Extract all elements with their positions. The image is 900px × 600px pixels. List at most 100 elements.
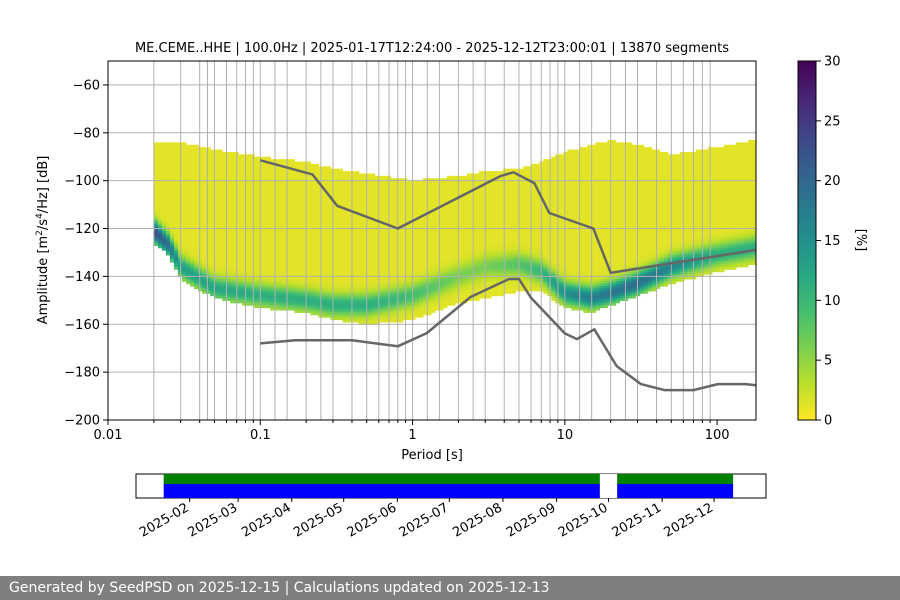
psd-density-cell <box>185 278 191 282</box>
psd-density-cell <box>426 199 432 203</box>
psd-density-cell <box>479 285 484 289</box>
psd-density-cell <box>282 250 287 254</box>
psd-density-cell <box>398 199 404 203</box>
psd-density-cell <box>302 233 307 237</box>
psd-density-cell <box>442 223 448 227</box>
psd-density-cell <box>434 247 440 251</box>
psd-density-cell <box>418 185 424 189</box>
psd-density-cell <box>398 274 404 277</box>
psd-density-cell <box>214 271 219 275</box>
psd-density-cell <box>487 175 492 179</box>
psd-density-cell <box>310 163 316 167</box>
psd-density-cell <box>394 271 400 275</box>
psd-density-cell <box>479 209 484 213</box>
psd-density-cell <box>370 250 376 254</box>
psd-density-cell <box>169 230 175 234</box>
psd-density-cell <box>390 276 396 280</box>
psd-density-cell <box>270 266 275 270</box>
psd-density-cell <box>418 283 424 287</box>
psd-density-cell <box>402 206 408 210</box>
psd-density-cell <box>338 245 344 249</box>
psd-density-cell <box>262 300 267 304</box>
psd-density-cell <box>462 252 468 256</box>
psd-density-cell <box>434 274 440 277</box>
psd-density-cell <box>270 262 275 266</box>
psd-density-cell <box>326 242 332 246</box>
psd-density-cell <box>306 288 311 292</box>
psd-density-cell <box>382 211 388 215</box>
psd-density-cell <box>334 285 340 289</box>
psd-density-cell <box>418 223 424 227</box>
psd-density-cell <box>310 180 316 184</box>
psd-density-cell <box>366 317 372 321</box>
psd-density-cell <box>214 190 219 194</box>
psd-density-cell <box>286 161 291 165</box>
psd-density-cell <box>306 223 311 227</box>
psd-density-cell <box>326 221 332 225</box>
psd-density-cell <box>161 247 167 251</box>
psd-density-cell <box>314 175 320 179</box>
psd-density-cell <box>254 262 259 266</box>
psd-density-cell <box>402 221 408 225</box>
psd-density-cell <box>426 250 432 254</box>
psd-density-cell <box>426 226 432 230</box>
psd-density-cell <box>406 230 412 234</box>
psd-density-cell <box>298 185 303 189</box>
psd-density-cell <box>230 245 235 249</box>
psd-density-cell <box>410 271 416 275</box>
psd-density-cell <box>185 214 191 218</box>
psd-density-cell <box>206 211 211 215</box>
psd-density-cell <box>454 283 460 287</box>
psd-density-cell <box>466 202 472 206</box>
psd-density-cell <box>173 247 179 251</box>
psd-density-cell <box>338 264 344 268</box>
psd-density-cell <box>222 278 227 282</box>
psd-density-cell <box>350 233 356 237</box>
psd-density-cell <box>402 209 408 213</box>
psd-density-cell <box>157 180 163 184</box>
psd-density-cell <box>290 163 295 167</box>
psd-density-cell <box>370 259 376 263</box>
psd-density-cell <box>322 180 328 184</box>
psd-density-cell <box>426 266 432 270</box>
psd-density-cell <box>262 216 267 220</box>
psd-density-cell <box>230 151 235 155</box>
psd-density-cell <box>246 226 251 230</box>
psd-density-cell <box>169 218 175 222</box>
psd-density-cell <box>250 173 255 177</box>
psd-density-cell <box>487 190 492 194</box>
psd-density-cell <box>270 300 275 304</box>
psd-density-cell <box>286 214 291 218</box>
psd-density-cell <box>310 209 316 213</box>
psd-density-cell <box>310 283 316 287</box>
psd-density-cell <box>374 228 380 232</box>
psd-density-cell <box>238 257 243 261</box>
psd-density-cell <box>266 300 271 304</box>
psd-density-cell <box>282 242 287 246</box>
psd-density-cell <box>430 204 436 208</box>
psd-density-cell <box>334 252 340 256</box>
psd-density-cell <box>326 190 332 194</box>
psd-density-cell <box>157 163 163 167</box>
psd-density-cell <box>358 240 364 244</box>
psd-density-cell <box>185 154 191 158</box>
psd-density-cell <box>250 259 255 263</box>
psd-density-cell <box>202 183 207 187</box>
psd-density-cell <box>282 293 287 297</box>
psd-density-cell <box>426 223 432 227</box>
psd-density-cell <box>274 259 279 263</box>
psd-density-cell <box>394 195 400 199</box>
psd-density-cell <box>426 274 432 277</box>
psd-density-cell <box>338 173 344 177</box>
psd-density-cell <box>370 285 376 289</box>
psd-density-cell <box>402 312 408 316</box>
psd-density-cell <box>370 288 376 292</box>
psd-density-cell <box>418 307 424 311</box>
psd-density-cell <box>206 274 211 277</box>
psd-density-cell <box>338 195 344 199</box>
psd-density-cell <box>218 195 223 199</box>
psd-density-cell <box>438 305 444 309</box>
psd-density-cell <box>193 240 199 244</box>
psd-density-cell <box>246 199 251 203</box>
psd-density-cell <box>214 192 219 196</box>
